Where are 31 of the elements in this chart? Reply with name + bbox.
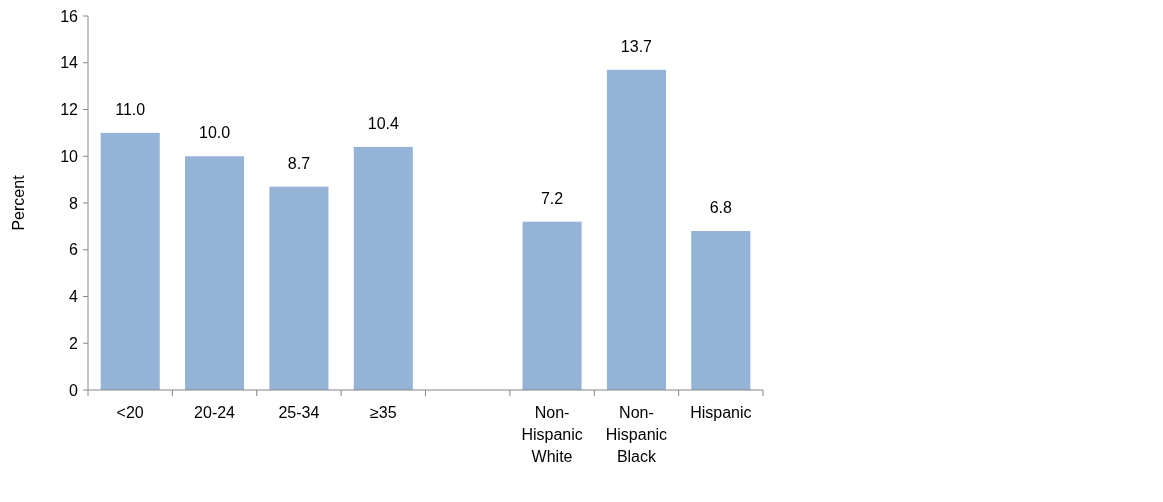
x-tick-label: <20: [116, 404, 144, 421]
bar: [185, 156, 245, 390]
bar: [606, 69, 666, 390]
bar: [100, 132, 160, 390]
x-tick-label: 25-34: [278, 404, 320, 421]
y-tick-label: 0: [69, 381, 79, 399]
data-label: 6.8: [709, 199, 733, 217]
data-label: 13.7: [620, 37, 653, 55]
y-tick-label: 14: [60, 54, 79, 72]
y-tick-label: 8: [69, 194, 79, 212]
data-label: 10.4: [367, 114, 399, 132]
bar: [353, 146, 413, 390]
y-tick-label: 16: [60, 7, 79, 25]
bar: [691, 231, 751, 390]
y-tick-label: 4: [69, 288, 79, 306]
x-tick-label: 20-24: [194, 404, 236, 421]
x-tick-label: Hispanic: [690, 404, 752, 421]
y-tick-label: 2: [69, 334, 79, 352]
y-tick-label: 6: [69, 241, 79, 259]
y-tick-label: 10: [60, 147, 79, 165]
data-label: 7.2: [540, 189, 564, 207]
data-label: 10.0: [198, 124, 231, 142]
bar: [269, 186, 329, 390]
x-tick-label: Non-Hispanic White: [521, 404, 583, 465]
bar: [522, 221, 582, 390]
y-axis-title: Percent: [10, 174, 27, 231]
y-tick-label: 12: [60, 101, 79, 119]
data-label: 8.7: [287, 154, 311, 172]
x-tick-label: Non-Hispanic Black: [605, 404, 668, 465]
x-tick-label: ≥35: [370, 404, 397, 421]
data-label: 11.0: [115, 100, 146, 118]
